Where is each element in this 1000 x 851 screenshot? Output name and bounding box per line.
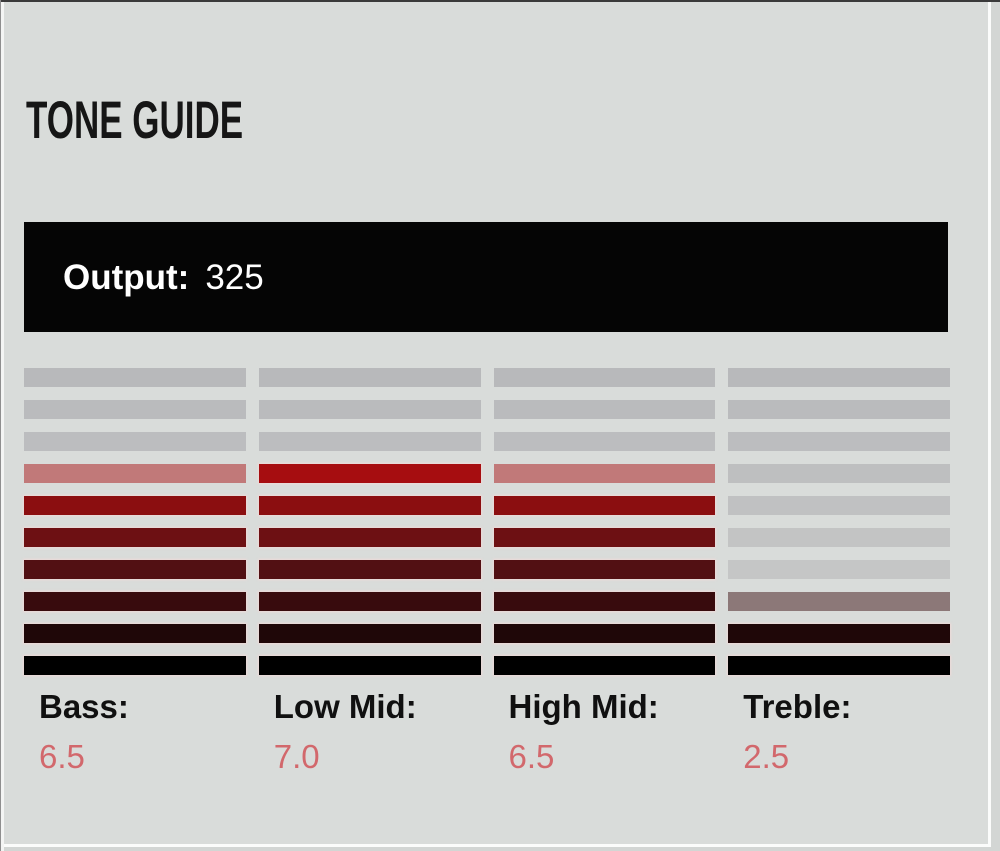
low-mid-label: Low Mid: xyxy=(273,688,417,725)
eq-segment xyxy=(258,496,481,515)
high-mid-label: High Mid: xyxy=(508,688,659,725)
eq-segment xyxy=(493,432,716,451)
eq-segment xyxy=(493,400,716,419)
eq-segment xyxy=(258,464,481,483)
panel-left-highlight xyxy=(1,2,4,851)
panel-left-border xyxy=(0,0,1,851)
output-label: Output: xyxy=(63,257,190,297)
eq-segment xyxy=(493,464,716,483)
eq-segment xyxy=(24,432,246,451)
eq-segment xyxy=(24,496,246,515)
eq-segment xyxy=(728,656,950,675)
eq-segment xyxy=(24,368,246,387)
legend-cell-treble: Treble: 2.5 xyxy=(728,690,950,774)
eq-segment xyxy=(493,496,716,515)
eq-segment xyxy=(258,624,481,643)
eq-segment xyxy=(728,368,950,387)
eq-segment xyxy=(493,656,716,675)
eq-segment xyxy=(24,400,246,419)
eq-segment xyxy=(728,464,950,483)
eq-segment xyxy=(24,560,246,579)
treble-label: Treble: xyxy=(743,688,852,725)
panel-bottom-highlight xyxy=(4,844,991,847)
eq-segment xyxy=(24,592,246,611)
eq-segment xyxy=(728,592,950,611)
eq-segment xyxy=(728,624,950,643)
eq-segment xyxy=(728,432,950,451)
eq-segment xyxy=(258,432,481,451)
eq-segment xyxy=(728,496,950,515)
legend-cell-bass: Bass: 6.5 xyxy=(24,690,246,774)
bass-value: 6.5 xyxy=(39,738,85,775)
eq-segment xyxy=(258,400,481,419)
eq-column-bass xyxy=(24,368,246,675)
eq-segment xyxy=(493,368,716,387)
eq-column-treble xyxy=(728,368,950,675)
eq-segment xyxy=(493,528,716,547)
panel-bottom-margin xyxy=(0,847,1000,851)
legend-cell-high-mid: High Mid: 6.5 xyxy=(494,690,716,774)
eq-segment xyxy=(728,400,950,419)
eq-segment xyxy=(258,560,481,579)
output-value: 325 xyxy=(205,257,264,297)
eq-legend: Bass: 6.5 Low Mid: 7.0 High Mid: 6.5 Tre… xyxy=(24,690,950,774)
eq-segment xyxy=(728,528,950,547)
panel-right-margin xyxy=(991,2,1000,851)
eq-segment xyxy=(24,528,246,547)
legend-cell-low-mid: Low Mid: 7.0 xyxy=(259,690,481,774)
eq-segment xyxy=(24,624,246,643)
treble-value: 2.5 xyxy=(743,738,790,775)
eq-segment xyxy=(258,592,481,611)
eq-column-low-mid xyxy=(258,368,481,675)
panel-top-border xyxy=(0,0,1000,2)
low-mid-value: 7.0 xyxy=(273,738,320,775)
eq-segment xyxy=(258,528,481,547)
output-bar: Output: 325 xyxy=(24,222,948,332)
eq-segment xyxy=(493,624,716,643)
eq-segment xyxy=(24,656,246,675)
eq-meter xyxy=(24,368,950,675)
page-title: TONE GUIDE xyxy=(26,90,244,150)
high-mid-value: 6.5 xyxy=(508,738,555,775)
eq-segment xyxy=(728,560,950,579)
panel-right-highlight xyxy=(988,2,991,847)
eq-segment xyxy=(24,464,246,483)
bass-label: Bass: xyxy=(39,688,129,725)
eq-segment xyxy=(258,656,481,675)
eq-segment xyxy=(258,368,481,387)
eq-column-high-mid xyxy=(493,368,716,675)
eq-segment xyxy=(493,592,716,611)
eq-segment xyxy=(493,560,716,579)
